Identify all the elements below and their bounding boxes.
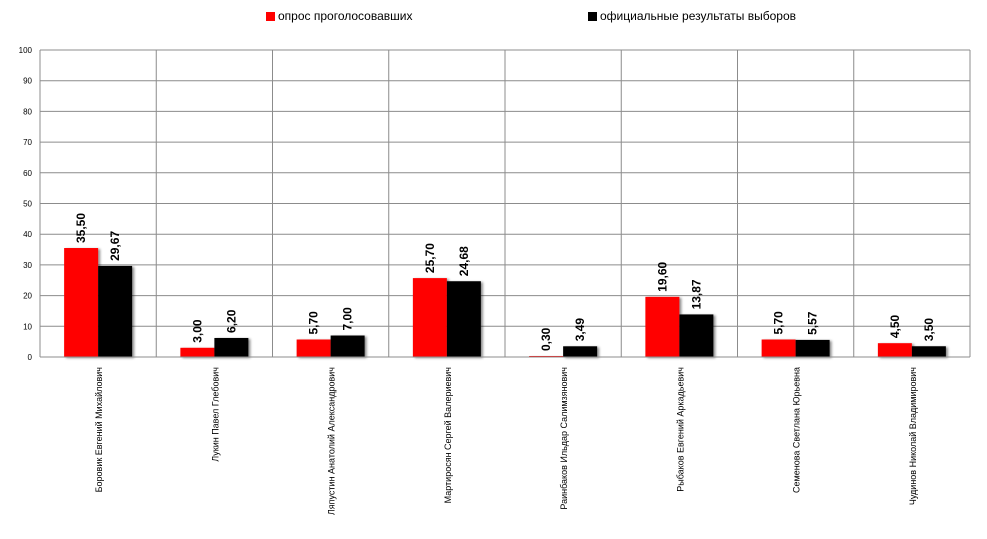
category-label: Рыбаков Евгений Аркадьевич: [675, 367, 685, 492]
legend-swatch-official: [588, 11, 597, 21]
bar-poll: [296, 339, 331, 357]
legend-entry-official: официальные результаты выборов: [588, 9, 796, 23]
data-label-poll: 25,70: [423, 243, 437, 273]
legend-swatch-poll: [266, 11, 275, 21]
data-label-official: 3,50: [922, 318, 936, 342]
category-label: Чудинов Николай Владимирович: [908, 367, 918, 505]
y-tick-label: 100: [19, 46, 33, 55]
data-label-official: 13,87: [689, 279, 703, 309]
bar-official: [563, 346, 598, 357]
y-tick-label: 70: [23, 138, 32, 147]
category-label: Лукин Павел Глебович: [210, 367, 220, 462]
bar-poll: [877, 343, 912, 357]
data-label-poll: 35,50: [74, 213, 88, 243]
legend-label-poll: опрос проголосовавших: [278, 9, 413, 23]
data-label-poll: 3,00: [190, 319, 204, 343]
legend-entry-poll: опрос проголосовавших: [266, 9, 412, 23]
bar-official: [98, 265, 133, 357]
data-label-poll: 19,60: [655, 261, 669, 291]
bar-poll: [761, 339, 796, 357]
y-tick-label: 10: [23, 322, 32, 331]
y-tick-label: 0: [28, 353, 33, 362]
bar-poll: [412, 278, 447, 357]
bar-poll: [645, 296, 680, 357]
y-tick-label: 20: [23, 292, 32, 301]
data-label-poll: 0,30: [539, 327, 553, 351]
bar-official: [446, 281, 481, 357]
data-label-poll: 5,70: [772, 311, 786, 335]
y-tick-label: 80: [23, 107, 32, 116]
data-label-official: 3,49: [573, 318, 587, 342]
data-label-official: 29,67: [108, 231, 122, 261]
data-label-official: 6,20: [224, 309, 238, 333]
bar-official: [679, 314, 714, 357]
y-tick-label: 50: [23, 200, 32, 209]
category-label: Раинбаков Ильдар Салимзянович: [559, 367, 569, 510]
category-label: Семенова Светлана Юрьевна: [792, 367, 802, 493]
bar-poll: [180, 347, 215, 357]
data-label-official: 5,57: [806, 311, 820, 335]
y-tick-label: 60: [23, 169, 32, 178]
data-label-official: 7,00: [341, 307, 355, 331]
category-label: Боровик Евгений Михайлович: [94, 367, 104, 493]
bar-official: [214, 337, 249, 357]
chart-legend: опрос проголосовавших официальные резуль…: [0, 9, 987, 27]
bar-official: [795, 339, 830, 357]
y-tick-label: 40: [23, 230, 32, 239]
bar-official: [911, 346, 946, 357]
data-label-poll: 4,50: [888, 315, 902, 339]
legend-label-official: официальные результаты выборов: [600, 9, 797, 23]
y-tick-label: 90: [23, 77, 32, 86]
bar-official: [330, 335, 365, 357]
y-tick-label: 30: [23, 261, 32, 270]
bar-poll: [64, 248, 99, 357]
data-label-poll: 5,70: [307, 311, 321, 335]
category-label: Мартиросян Сергей Валериевич: [443, 367, 453, 504]
category-label: Ляпустин Анатолий Александрович: [327, 367, 337, 515]
data-label-official: 24,68: [457, 246, 471, 276]
